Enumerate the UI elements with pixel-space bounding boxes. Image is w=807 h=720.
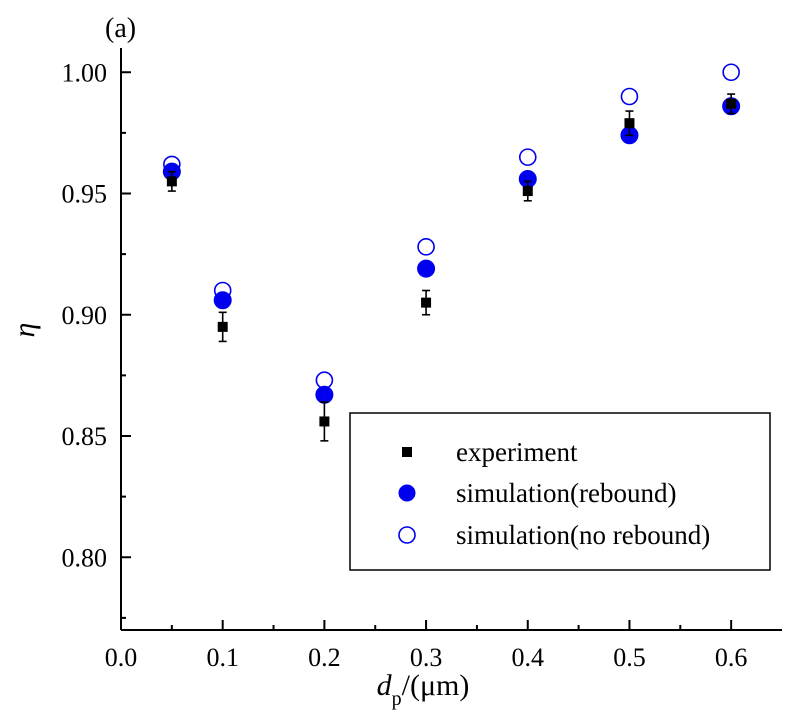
panel-label: (a) <box>105 13 136 44</box>
data-point-marker <box>213 291 232 310</box>
legend-label: experiment <box>456 437 578 467</box>
y-tick-label: 0.80 <box>62 543 108 572</box>
x-axis-title-unit: /(μm) <box>402 669 470 702</box>
data-point-marker <box>726 98 737 109</box>
legend-marker <box>402 447 412 457</box>
x-axis-ticks: 0.0 0.1 0.2 0.3 0.4 0.5 0.6 <box>105 620 748 672</box>
x-axis-title: dp/(μm) <box>377 669 470 710</box>
data-point-marker <box>624 118 635 129</box>
legend-marker <box>398 484 416 502</box>
data-point-marker <box>421 297 432 308</box>
series-0 <box>166 93 737 442</box>
x-tick-label: 0.0 <box>105 643 138 672</box>
legend: experiment simulation(rebound) simulation(… <box>349 412 771 571</box>
legend-label: simulation(rebound) <box>456 478 676 508</box>
y-tick-label: 0.85 <box>62 422 108 451</box>
y-axis-ticks: 0.80 0.85 0.90 0.95 1.00 <box>62 58 131 619</box>
x-tick-label: 0.3 <box>410 643 443 672</box>
y-tick-label: 0.95 <box>62 180 108 209</box>
y-tick-label: 0.90 <box>62 301 108 330</box>
plot-area <box>162 63 741 442</box>
data-point-marker <box>315 385 334 404</box>
legend-marker <box>398 526 416 544</box>
y-tick-label: 1.00 <box>62 58 108 87</box>
data-point-marker <box>522 186 533 197</box>
y-axis-title: η <box>8 323 41 338</box>
data-point-marker <box>417 259 436 278</box>
legend-label: simulation(no rebound) <box>456 520 710 550</box>
data-point-marker <box>166 176 177 187</box>
data-point-marker <box>722 63 740 82</box>
legend-item: simulation(rebound) <box>398 478 676 508</box>
x-tick-label: 0.6 <box>715 643 748 672</box>
data-point-marker <box>217 321 228 332</box>
x-tick-label: 0.4 <box>512 643 545 672</box>
data-point-marker <box>417 238 435 256</box>
x-tick-label: 0.1 <box>206 643 239 672</box>
data-point-marker <box>319 416 330 427</box>
legend-box <box>349 412 771 571</box>
series-2 <box>163 63 740 390</box>
data-point-marker <box>620 87 639 106</box>
x-tick-label: 0.2 <box>308 643 341 672</box>
legend-item: simulation(no rebound) <box>398 520 710 550</box>
x-axis-title-subscript: p <box>392 688 402 710</box>
x-axis-title-main: d <box>377 669 393 702</box>
legend-item: experiment <box>402 437 578 467</box>
series-1 <box>162 97 741 404</box>
data-point-marker <box>518 148 537 166</box>
x-tick-label: 0.5 <box>613 643 646 672</box>
